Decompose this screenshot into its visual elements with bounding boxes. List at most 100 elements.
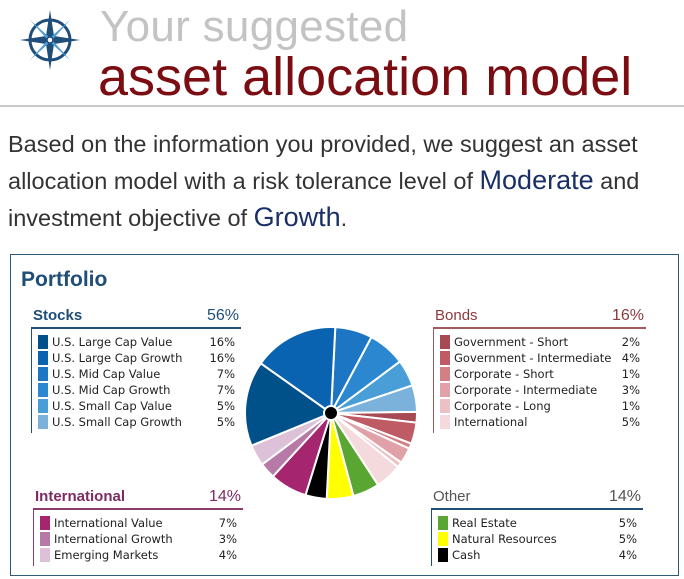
legend-group-other: Other 14% Real Estate 5% Natural Resources…: [431, 488, 643, 566]
legend-swatch: [438, 548, 448, 562]
objective-value: Growth: [253, 202, 341, 232]
legend-item: U.S. Large Cap Growth 16%: [32, 350, 241, 366]
legend-group-bonds: Bonds 16% Government - Short 2% Government…: [433, 307, 646, 433]
legend-item: Corporate - Short 1%: [434, 366, 646, 382]
legend-value: 4%: [618, 548, 637, 562]
legend-swatch: [440, 383, 450, 397]
legend-label: Emerging Markets: [54, 548, 159, 562]
page-title-line1: Your suggested: [100, 2, 409, 51]
risk-level-value: Moderate: [479, 165, 594, 195]
legend-item: Natural Resources 5%: [432, 531, 643, 547]
legend-value: 16%: [209, 351, 235, 365]
legend-swatch: [438, 532, 448, 546]
legend-label: Cash: [452, 548, 481, 562]
legend-value: 3%: [218, 532, 237, 546]
legend-value: 4%: [621, 351, 640, 365]
legend-value: 5%: [621, 415, 640, 429]
legend-item: Corporate - Intermediate 3%: [434, 382, 646, 398]
group-name: Stocks: [33, 307, 83, 324]
group-items: U.S. Large Cap Value 16% U.S. Large Cap Gr…: [31, 329, 241, 433]
legend-swatch: [38, 415, 48, 429]
group-percent: 14%: [608, 488, 641, 505]
legend-value: 5%: [618, 516, 637, 530]
legend-swatch: [440, 335, 450, 349]
legend-label: Corporate - Intermediate: [454, 383, 598, 397]
legend-label: Corporate - Short: [454, 367, 554, 381]
legend-label: Real Estate: [452, 516, 517, 530]
allocation-pie-chart: [244, 326, 419, 500]
pie-slice: [244, 361, 334, 447]
legend-item: U.S. Small Cap Value 5%: [32, 398, 241, 414]
group-header: Other 14%: [431, 488, 643, 510]
legend-item: U.S. Small Cap Growth 5%: [32, 414, 241, 430]
legend-group-stocks: Stocks 56% U.S. Large Cap Value 16% U.S. L…: [31, 307, 241, 433]
intro-text-middle: and investment objective of: [8, 168, 640, 231]
legend-label: Government - Short: [454, 335, 569, 349]
legend-item: U.S. Mid Cap Value 7%: [32, 366, 241, 382]
legend-item: International Growth 3%: [34, 531, 243, 547]
legend-swatch: [438, 516, 448, 530]
legend-swatch: [40, 532, 50, 546]
legend-item: Cash 4%: [432, 547, 643, 563]
group-percent: 56%: [206, 307, 239, 324]
pie-center-dot: [323, 405, 339, 421]
legend-label: U.S. Small Cap Growth: [52, 415, 182, 429]
group-header: International 14%: [33, 488, 243, 510]
legend-item: Real Estate 5%: [432, 515, 643, 531]
group-percent: 14%: [208, 488, 241, 505]
legend-value: 5%: [216, 399, 235, 413]
legend-item: Government - Intermediate 4%: [434, 350, 646, 366]
legend-label: International Value: [54, 516, 163, 530]
intro-paragraph: Based on the information you provided, w…: [8, 126, 684, 236]
legend-label: U.S. Small Cap Value: [52, 399, 172, 413]
legend-item: Corporate - Long 1%: [434, 398, 646, 414]
group-header: Stocks 56%: [31, 307, 241, 329]
legend-swatch: [440, 399, 450, 413]
legend-label: International: [454, 415, 528, 429]
legend-item: Emerging Markets 4%: [34, 547, 243, 563]
legend-swatch: [40, 516, 50, 530]
legend-swatch: [40, 548, 50, 562]
legend-value: 4%: [218, 548, 237, 562]
legend-value: 7%: [216, 383, 235, 397]
group-name: International: [35, 488, 126, 505]
intro-text-before: Based on the information you provided, w…: [8, 131, 638, 194]
legend-value: 2%: [621, 335, 640, 349]
legend-value: 7%: [216, 367, 235, 381]
legend-group-international: International 14% International Value 7% I…: [33, 488, 243, 566]
legend-label: U.S. Mid Cap Growth: [52, 383, 171, 397]
legend-swatch: [38, 383, 48, 397]
header-divider: [0, 105, 684, 107]
legend-value: 1%: [621, 399, 640, 413]
pie-slice: [259, 326, 337, 415]
legend-label: U.S. Large Cap Growth: [52, 351, 183, 365]
legend-swatch: [38, 399, 48, 413]
legend-value: 1%: [621, 367, 640, 381]
legend-swatch: [440, 351, 450, 365]
page-header: Your suggested asset allocation model: [0, 0, 684, 108]
group-header: Bonds 16%: [433, 307, 646, 329]
group-items: International Value 7% International Growt…: [33, 510, 243, 566]
legend-label: International Growth: [54, 532, 173, 546]
legend-swatch: [38, 367, 48, 381]
intro-text-after: .: [340, 205, 348, 231]
legend-value: 7%: [218, 516, 237, 530]
legend-item: International 5%: [434, 414, 646, 430]
legend-item: U.S. Large Cap Value 16%: [32, 334, 241, 350]
group-name: Other: [433, 488, 471, 505]
legend-label: U.S. Large Cap Value: [52, 335, 173, 349]
legend-value: 16%: [209, 335, 235, 349]
page-title-line2: asset allocation model: [98, 47, 633, 107]
group-items: Government - Short 2% Government - Interme…: [433, 329, 646, 433]
group-percent: 16%: [611, 307, 644, 324]
legend-item: International Value 7%: [34, 515, 243, 531]
legend-label: Corporate - Long: [454, 399, 551, 413]
legend-label: Government - Intermediate: [454, 351, 612, 365]
portfolio-panel: Portfolio Stocks 56% U.S. Large Cap Valu…: [10, 254, 679, 576]
group-items: Real Estate 5% Natural Resources 5% Cash 4%: [431, 510, 643, 566]
legend-value: 5%: [618, 532, 637, 546]
legend-value: 5%: [216, 415, 235, 429]
portfolio-title: Portfolio: [21, 268, 108, 291]
legend-label: U.S. Mid Cap Value: [52, 367, 161, 381]
compass-icon: [20, 10, 80, 70]
